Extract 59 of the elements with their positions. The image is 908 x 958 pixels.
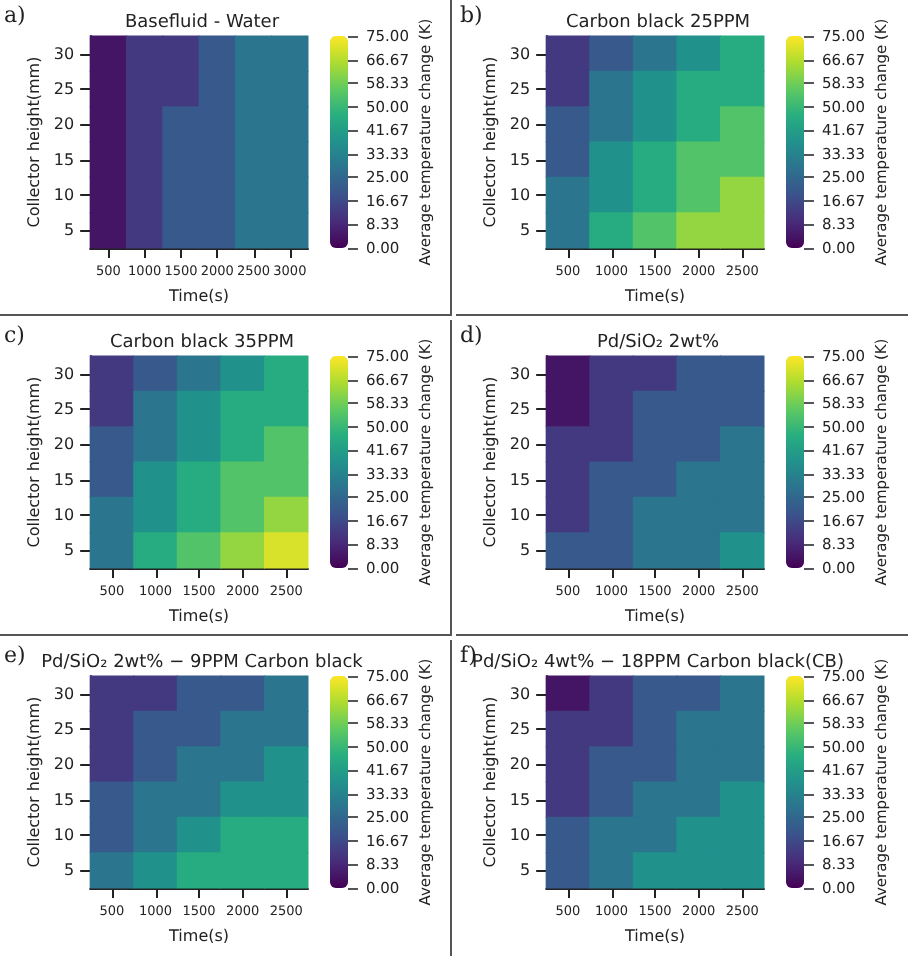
y-tick-label: 10	[509, 186, 531, 204]
y-tick-label: 10	[53, 826, 75, 844]
y-tick-label: 30	[509, 364, 531, 383]
y-tick-label: 20	[53, 435, 75, 454]
y-tick-label: 5	[519, 541, 531, 560]
text: e)	[4, 642, 26, 668]
y-axis-title: Collector height(mm)	[481, 696, 500, 868]
y-tick-label: 20	[53, 115, 75, 134]
y-tick-label: 15	[509, 790, 531, 809]
y-tick-label: 15	[53, 470, 75, 489]
chart-title: Pd/SiO₂ 2wt% − 9PPM Carbon black	[41, 653, 365, 673]
y-tick-label: 30	[53, 44, 75, 63]
chart-title: Pd/SiO₂ 4wt% − 18PPM Carbon black(CB)	[472, 653, 844, 673]
text: b)	[460, 2, 483, 28]
text: a)	[4, 2, 26, 28]
y-axis-title: Collector height(mm)	[481, 376, 500, 548]
y-tick-label: 20	[509, 755, 531, 774]
y-tick-label: 5	[519, 861, 531, 880]
y-tick-label: 25	[509, 720, 531, 738]
x-axis-title: Time(s)	[623, 926, 686, 945]
y-tick-label: 15	[509, 150, 531, 169]
y-tick-label: 25	[53, 720, 75, 738]
y-tick-label: 30	[53, 684, 75, 703]
x-axis-title: Time(s)	[623, 286, 686, 305]
y-tick-label: 30	[509, 44, 531, 63]
x-axis-title: Time(s)	[167, 286, 230, 305]
chart-title: Basefluid - Water	[124, 13, 280, 33]
y-tick-label: 30	[53, 364, 75, 383]
y-tick-label: 15	[53, 790, 75, 809]
y-tick-label: 10	[53, 186, 75, 204]
y-tick-label: 20	[509, 115, 531, 134]
y-tick-label: 20	[53, 755, 75, 774]
y-tick-label: 5	[63, 221, 75, 240]
y-tick-label: 10	[53, 506, 75, 524]
x-axis-title: Time(s)	[167, 926, 230, 945]
y-axis-title: Collector height(mm)	[481, 56, 500, 228]
y-tick-label: 25	[53, 400, 75, 418]
x-axis-title: Time(s)	[167, 606, 230, 625]
x-axis-title: Time(s)	[623, 606, 686, 625]
y-tick-label: 10	[509, 826, 531, 844]
chart-title: Carbon black 35PPM	[109, 333, 295, 353]
y-tick-label: 5	[519, 221, 531, 240]
y-tick-label: 15	[509, 470, 531, 489]
text: d)	[460, 322, 483, 348]
y-axis-title: Collector height(mm)	[25, 56, 44, 228]
y-tick-label: 25	[53, 80, 75, 98]
y-tick-label: 10	[509, 506, 531, 524]
y-tick-label: 30	[509, 684, 531, 703]
y-tick-label: 20	[509, 435, 531, 454]
y-tick-label: 15	[53, 150, 75, 169]
y-tick-label: 5	[63, 861, 75, 880]
y-tick-label: 25	[509, 80, 531, 98]
chart-title: Carbon black 25PPM	[565, 13, 751, 33]
y-tick-label: 25	[509, 400, 531, 418]
chart-title: Pd/SiO₂ 2wt%	[596, 333, 720, 353]
y-axis-title: Collector height(mm)	[25, 376, 44, 548]
y-axis-title: Collector height(mm)	[25, 696, 44, 868]
y-tick-label: 5	[63, 541, 75, 560]
text: c)	[4, 322, 25, 348]
